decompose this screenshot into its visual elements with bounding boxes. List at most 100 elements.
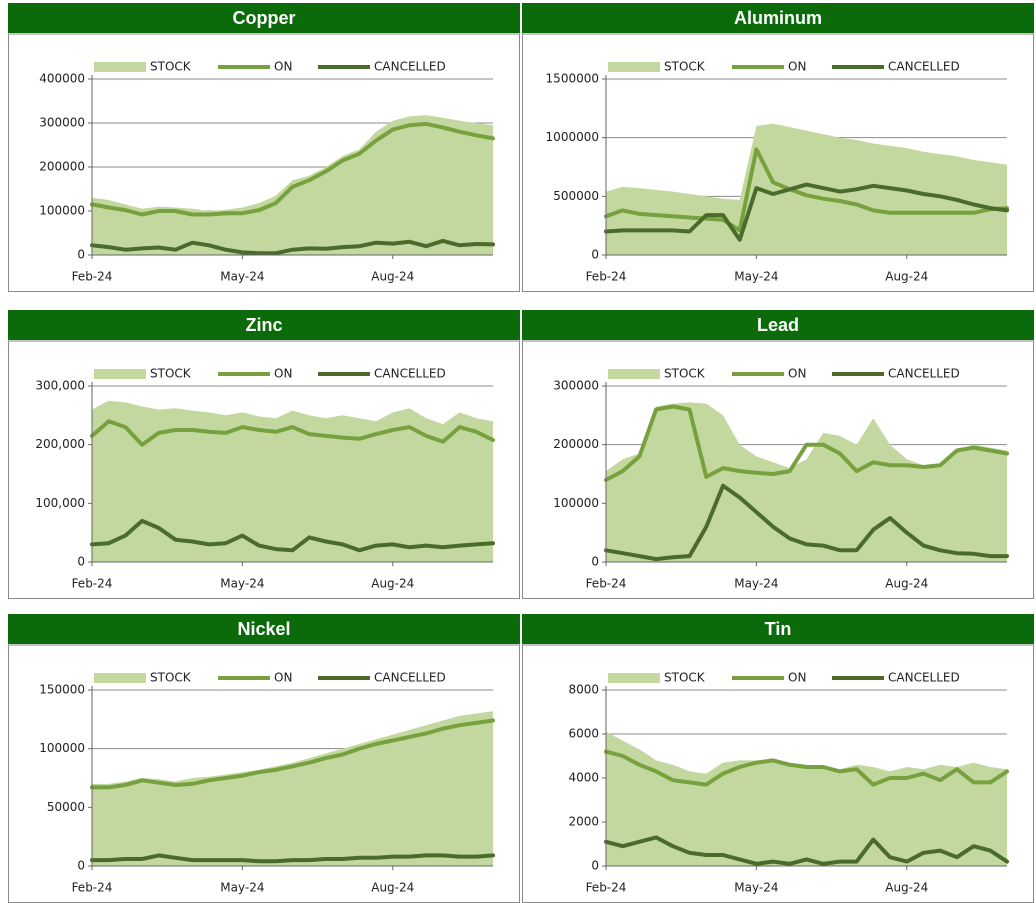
y-tick-label: 100,000 (35, 496, 85, 510)
legend-label: CANCELLED (888, 367, 960, 381)
y-tick-label: 0 (591, 248, 599, 262)
legend-label: CANCELLED (374, 367, 446, 381)
legend-label: CANCELLED (888, 60, 960, 74)
chart-title: Zinc (245, 315, 282, 335)
legend-label: STOCK (664, 60, 706, 74)
y-tick-label: 50000 (47, 800, 85, 814)
chart-title: Lead (757, 315, 799, 335)
legend-swatch (94, 673, 146, 683)
area (606, 731, 1007, 866)
y-tick-label: 2000 (568, 815, 599, 829)
y-tick-label: 300000 (39, 116, 85, 130)
line (604, 147, 1009, 233)
legend-label: STOCK (150, 367, 192, 381)
y-tick-label: 4000 (568, 771, 599, 785)
legend-label: ON (788, 671, 806, 685)
x-tick-label: May-24 (220, 881, 264, 895)
title-bar (522, 614, 1034, 644)
legend-label: ON (274, 671, 292, 685)
title-bar (522, 310, 1034, 340)
y-tick-label: 0 (77, 859, 85, 873)
line (90, 718, 495, 790)
line (90, 518, 495, 553)
x-tick-label: Aug-24 (885, 881, 928, 895)
line (604, 835, 1009, 866)
x-tick-label: May-24 (734, 577, 778, 591)
y-tick-label: 400000 (39, 72, 85, 86)
x-tick-label: Aug-24 (885, 270, 928, 284)
line (604, 749, 1009, 787)
y-tick-label: 0 (591, 859, 599, 873)
chart-title: Aluminum (734, 8, 822, 28)
legend-label: CANCELLED (374, 60, 446, 74)
area (92, 400, 493, 562)
x-tick-label: Feb-24 (586, 577, 627, 591)
legend-label: STOCK (664, 671, 706, 685)
chart-panel: Nickel 0 50000 100000 150000 Feb-24 May-24 Aug-… (8, 614, 520, 903)
chart-panel: Aluminum 0 500000 1000000 1500000 Feb-24 May-2… (522, 3, 1034, 292)
y-tick-label: 300,000 (35, 379, 85, 393)
x-tick-label: May-24 (734, 270, 778, 284)
y-tick-label: 500000 (553, 189, 599, 203)
x-tick-label: Feb-24 (72, 577, 113, 591)
y-tick-label: 100000 (39, 204, 85, 218)
y-tick-label: 300000 (553, 379, 599, 393)
legend-label: ON (274, 367, 292, 381)
line (604, 483, 1009, 562)
line (604, 182, 1009, 242)
y-tick-label: 100000 (553, 496, 599, 510)
chart-panel: Zinc 0 100,000 200,000 300,000 Feb-24 May-24 Au… (8, 310, 520, 599)
chart-panel: Tin 0 2000 4000 6000 8000 Feb-24 May-24 Aug-24 ST… (522, 614, 1034, 903)
x-tick-label: Aug-24 (371, 270, 414, 284)
x-tick-label: Feb-24 (586, 881, 627, 895)
x-tick-label: May-24 (734, 881, 778, 895)
chart-panel: Copper 0 100000 200000 300000 400000 Feb-24 May… (8, 3, 520, 292)
area (92, 711, 493, 866)
line (90, 238, 495, 256)
y-tick-label: 0 (591, 555, 599, 569)
legend-swatch (608, 369, 660, 379)
chart-title: Tin (765, 619, 792, 639)
legend-swatch (608, 62, 660, 72)
y-tick-label: 200000 (553, 437, 599, 451)
title-bar (8, 310, 520, 340)
legend-label: STOCK (150, 671, 192, 685)
line (90, 853, 495, 864)
legend-label: CANCELLED (374, 671, 446, 685)
x-tick-label: Aug-24 (885, 577, 928, 591)
legend-label: ON (788, 367, 806, 381)
title-bar (8, 3, 520, 33)
line (90, 121, 495, 217)
x-tick-label: Aug-24 (371, 577, 414, 591)
chart-title: Copper (233, 8, 296, 28)
legend-label: ON (788, 60, 806, 74)
chart-title: Nickel (237, 619, 290, 639)
y-tick-label: 8000 (568, 683, 599, 697)
legend-swatch (94, 62, 146, 72)
legend-label: STOCK (664, 367, 706, 381)
legend-label: CANCELLED (888, 671, 960, 685)
title-bar (8, 614, 520, 644)
x-tick-label: Feb-24 (72, 270, 113, 284)
legend-swatch (608, 673, 660, 683)
legend-label: ON (274, 60, 292, 74)
y-tick-label: 100000 (39, 741, 85, 755)
line (90, 419, 495, 447)
y-tick-label: 1000000 (546, 130, 599, 144)
y-tick-label: 0 (77, 555, 85, 569)
x-tick-label: Feb-24 (72, 881, 113, 895)
x-tick-label: Aug-24 (371, 881, 414, 895)
y-tick-label: 200,000 (35, 437, 85, 451)
chart-panel: Lead 0 100000 200000 300000 Feb-24 May-24 Aug-2… (522, 310, 1034, 599)
y-tick-label: 150000 (39, 683, 85, 697)
x-tick-label: May-24 (220, 577, 264, 591)
x-tick-label: Feb-24 (586, 270, 627, 284)
y-tick-label: 1500000 (546, 72, 599, 86)
y-tick-label: 6000 (568, 727, 599, 741)
title-bar (522, 3, 1034, 33)
legend-swatch (94, 369, 146, 379)
legend-label: STOCK (150, 60, 192, 74)
line (604, 404, 1009, 482)
y-tick-label: 200000 (39, 160, 85, 174)
